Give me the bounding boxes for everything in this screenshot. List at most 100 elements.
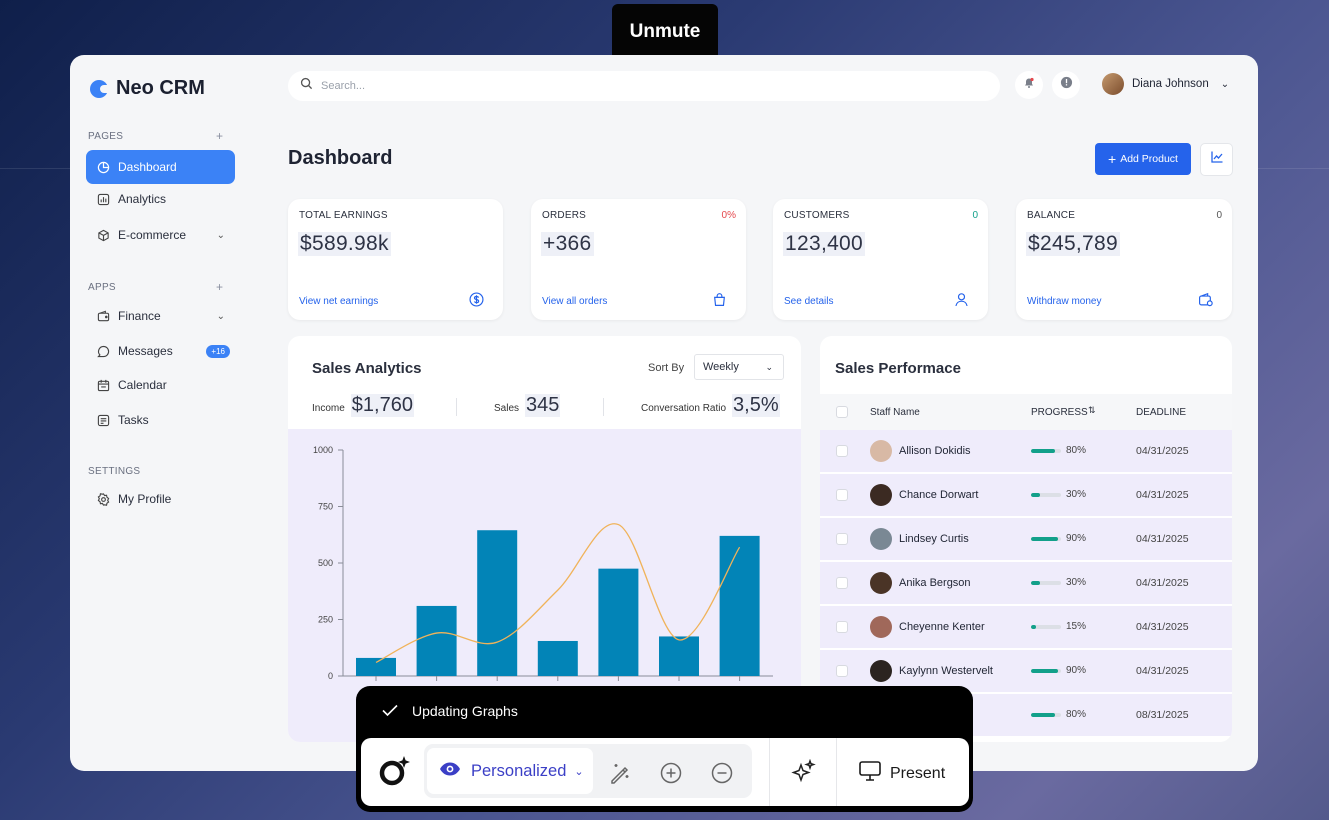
row-checkbox[interactable] [836, 577, 848, 589]
notifications-button[interactable] [1015, 71, 1043, 99]
sidebar-item-tasks[interactable]: Tasks [86, 403, 235, 437]
unmute-button[interactable]: Unmute [612, 4, 718, 60]
table-row[interactable]: Lindsey Curtis 90% 04/31/2025 [820, 518, 1232, 560]
chevron-down-icon: ⌄ [574, 765, 584, 778]
add-app-icon[interactable]: + [216, 280, 224, 294]
calendar-icon [96, 378, 110, 392]
status-text: Updating Graphs [412, 703, 518, 719]
sales-chart: 0 250 500 750 1000 [313, 445, 773, 681]
sidebar-item-analytics[interactable]: Analytics [86, 182, 235, 216]
metric-value: $1,760 [350, 394, 414, 417]
present-button[interactable]: Present [858, 760, 945, 787]
box-icon [96, 228, 110, 242]
sort-icon[interactable]: ⇅ [1088, 405, 1096, 415]
info-button[interactable] [1052, 71, 1080, 99]
sidebar-item-finance[interactable]: Finance ⌄ [86, 299, 235, 333]
row-checkbox[interactable] [836, 621, 848, 633]
stat-label: CUSTOMERS [784, 210, 850, 221]
bar [477, 530, 518, 676]
sidebar-item-ecommerce[interactable]: E-commerce ⌄ [86, 218, 235, 252]
app-assistant-icon[interactable] [377, 753, 413, 794]
divider [456, 398, 457, 416]
progress-bar [1031, 493, 1061, 497]
bar [719, 535, 760, 676]
y-tick-label: 0 [328, 671, 333, 681]
eye-icon [439, 761, 461, 782]
section-label-settings: SETTINGS [88, 466, 141, 477]
search-bar[interactable] [288, 71, 1000, 101]
tasks-icon [96, 413, 110, 427]
progress-fill [1031, 625, 1036, 629]
progress-value: 80% [1066, 445, 1087, 456]
avatar [870, 616, 892, 638]
avatar [870, 484, 892, 506]
stat-value: +366 [541, 232, 594, 256]
monitor-icon [858, 760, 882, 787]
table-row[interactable]: Kaylynn Westervelt 90% 04/31/2025 [820, 650, 1232, 692]
row-checkbox[interactable] [836, 445, 848, 457]
column-header-progress[interactable]: PROGRESS [1031, 407, 1088, 418]
sparkle-icon[interactable] [791, 758, 817, 790]
view-all-orders-link[interactable]: View all orders [542, 296, 608, 307]
row-checkbox[interactable] [836, 533, 848, 545]
view-net-earnings-link[interactable]: View net earnings [299, 296, 379, 307]
metric-sales: Sales 345 [494, 394, 561, 417]
metric-value: 345 [525, 394, 561, 417]
staff-name: Lindsey Curtis [899, 533, 969, 545]
page-title: Dashboard [288, 147, 393, 169]
zoom-in-icon[interactable] [659, 761, 683, 790]
bar [537, 640, 578, 676]
user-menu[interactable]: Diana Johnson ⌄ [1102, 73, 1229, 95]
table-row[interactable]: Chance Dorwart 30% 04/31/2025 [820, 474, 1232, 516]
sidebar-item-dashboard[interactable]: Dashboard [86, 150, 235, 184]
stat-card-balance: BALANCE 0 $245,789 Withdraw money [1016, 199, 1232, 320]
row-checkbox[interactable] [836, 665, 848, 677]
sidebar-item-label: Dashboard [118, 160, 177, 174]
row-checkbox[interactable] [836, 489, 848, 501]
bar-chart-icon [96, 192, 110, 206]
chat-icon [96, 344, 110, 358]
stat-card-customers: CUSTOMERS 0 123,400 See details [773, 199, 988, 320]
withdraw-money-link[interactable]: Withdraw money [1027, 296, 1102, 307]
chevron-down-icon: ⌄ [216, 229, 225, 241]
sort-select[interactable]: Weekly ⌄ [694, 354, 784, 380]
zoom-out-icon[interactable] [710, 761, 734, 790]
check-icon [380, 700, 400, 725]
stat-label: TOTAL EARNINGS [299, 210, 388, 221]
sidebar-item-my-profile[interactable]: My Profile [86, 482, 235, 516]
sidebar-item-messages[interactable]: Messages +16 [86, 334, 235, 368]
avatar [870, 572, 892, 594]
staff-name: Allison Dokidis [899, 445, 971, 457]
user-name: Diana Johnson [1132, 78, 1209, 90]
stat-label: BALANCE [1027, 210, 1076, 221]
select-all-checkbox[interactable] [836, 406, 848, 418]
see-details-link[interactable]: See details [784, 296, 834, 307]
gear-icon [96, 492, 110, 506]
sidebar-item-calendar[interactable]: Calendar [86, 368, 235, 402]
progress-bar [1031, 713, 1061, 717]
progress-bar [1031, 625, 1061, 629]
personalized-dropdown[interactable]: Personalized ⌄ [427, 748, 593, 794]
bar [598, 568, 639, 676]
shopping-bag-icon [712, 292, 727, 312]
edit-wand-icon[interactable] [608, 761, 632, 790]
messages-count-badge: +16 [206, 344, 230, 358]
deadline: 04/31/2025 [1136, 533, 1189, 545]
divider [769, 738, 770, 806]
add-page-icon[interactable]: + [216, 129, 224, 143]
table-row[interactable]: Allison Dokidis 80% 04/31/2025 [820, 430, 1232, 472]
divider [836, 738, 837, 806]
stat-label: ORDERS [542, 210, 586, 221]
search-input[interactable] [321, 80, 921, 92]
add-product-button[interactable]: + Add Product [1095, 143, 1191, 175]
plus-icon: + [1108, 151, 1117, 167]
logo-icon [90, 79, 110, 98]
chart-view-button[interactable] [1200, 143, 1233, 176]
progress-fill [1031, 537, 1058, 541]
table-row[interactable]: Cheyenne Kenter 15% 04/31/2025 [820, 606, 1232, 648]
table-row[interactable]: Anika Bergson 30% 04/31/2025 [820, 562, 1232, 604]
progress-fill [1031, 449, 1055, 453]
app-logo[interactable]: Neo CRM [90, 77, 205, 100]
app-name: Neo CRM [116, 77, 205, 99]
column-header-deadline: DEADLINE [1136, 407, 1187, 418]
